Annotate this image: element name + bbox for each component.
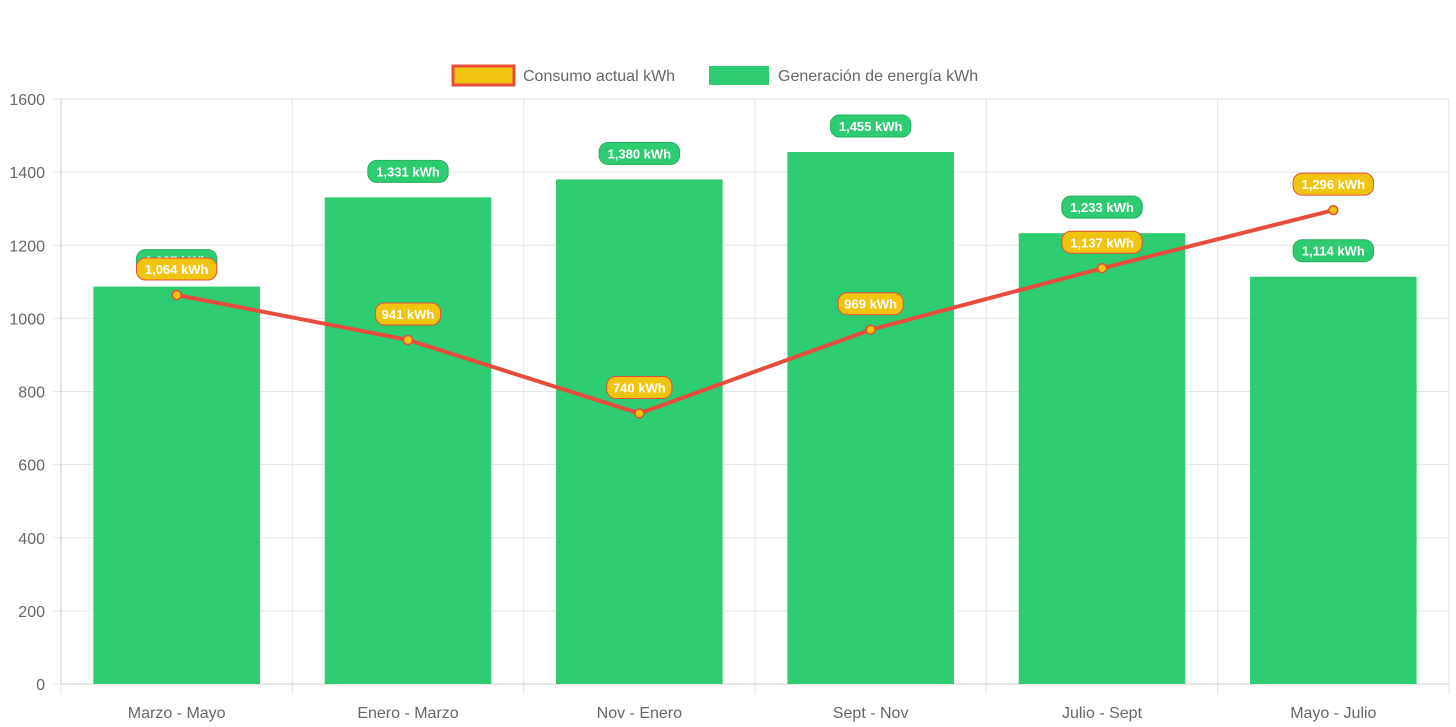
legend-swatch-consumo (451, 64, 516, 87)
y-tick-label: 0 (36, 677, 45, 694)
bar-data-label-bg (1061, 195, 1143, 219)
y-tick-label: 1600 (9, 92, 45, 109)
line-point (1096, 263, 1108, 274)
bar-data-label: 1,455 kWh (839, 119, 903, 134)
bar (1018, 233, 1186, 684)
bar-data-label: 1,233 kWh (1070, 200, 1134, 215)
line-data-label: 969 kWh (844, 297, 897, 312)
line-path (176, 208, 1334, 416)
bar (93, 286, 260, 684)
bar-series (93, 152, 1417, 684)
bar (787, 152, 954, 684)
line-series (171, 204, 1339, 419)
bar (324, 197, 492, 684)
x-tick-label: Sept - Nov (833, 705, 909, 722)
legend-label-consumo: Consumo actual kWh (523, 68, 675, 85)
legend[interactable]: Consumo actual kWh Generación de energía … (451, 64, 978, 87)
grid (53, 98, 1450, 694)
line-data-label-bg (837, 292, 904, 316)
y-tick-label: 1200 (9, 238, 45, 255)
x-tick-label: Marzo - Mayo (128, 705, 226, 722)
y-tick-label: 1400 (9, 165, 45, 182)
line-data-label: 1,296 kWh (1302, 177, 1366, 192)
y-tick-label: 200 (18, 604, 45, 621)
bar-data-label: 1,380 kWh (608, 146, 672, 161)
line-point (402, 334, 414, 346)
legend-swatch-generacion (709, 66, 769, 85)
y-tick-label: 800 (18, 385, 45, 402)
legend-item-generacion[interactable]: Generación de energía kWh (709, 66, 978, 85)
line-data-label: 1,064 kWh (145, 262, 209, 277)
line-data-label-bg (374, 302, 442, 326)
legend-item-consumo[interactable]: Consumo actual kWh (451, 64, 675, 87)
bar-data-label-bg (367, 159, 449, 183)
line-data-label-bg (135, 257, 218, 281)
legend-label-generacion: Generación de energía kWh (778, 68, 978, 85)
x-tick-label: Mayo - Julio (1290, 705, 1376, 722)
bar-data-label-bg (1292, 239, 1375, 263)
line-point (634, 408, 645, 419)
line-data-label: 1,137 kWh (1070, 235, 1134, 250)
line-point (171, 289, 182, 301)
bar-data-label-bg (829, 114, 912, 138)
y-tick-label: 400 (18, 531, 45, 548)
bar-data-label: 1,331 kWh (376, 164, 440, 179)
x-tick-label: Julio - Sept (1062, 705, 1143, 722)
bar (1250, 276, 1417, 684)
x-tick-label: Nov - Enero (597, 705, 682, 722)
line-data-label-bg (606, 375, 673, 399)
bar (556, 179, 723, 684)
line-data-label: 941 kWh (382, 307, 435, 322)
line-data-label: 740 kWh (613, 380, 666, 395)
bar-data-label: 1,114 kWh (1302, 244, 1365, 259)
y-tick-label: 1000 (9, 311, 45, 328)
y-tick-label: 600 (18, 458, 45, 475)
line-point (865, 324, 876, 335)
bar-data-label-bg (598, 141, 681, 165)
x-tick-label: Enero - Marzo (357, 705, 458, 722)
line-point (1328, 204, 1339, 216)
line-data-label-bg (1061, 230, 1143, 254)
axes: 0 200 400 600 800 1000 1200 1400 1600 Marzo - May… (9, 92, 1449, 722)
line-data-label-bg (1292, 172, 1375, 196)
